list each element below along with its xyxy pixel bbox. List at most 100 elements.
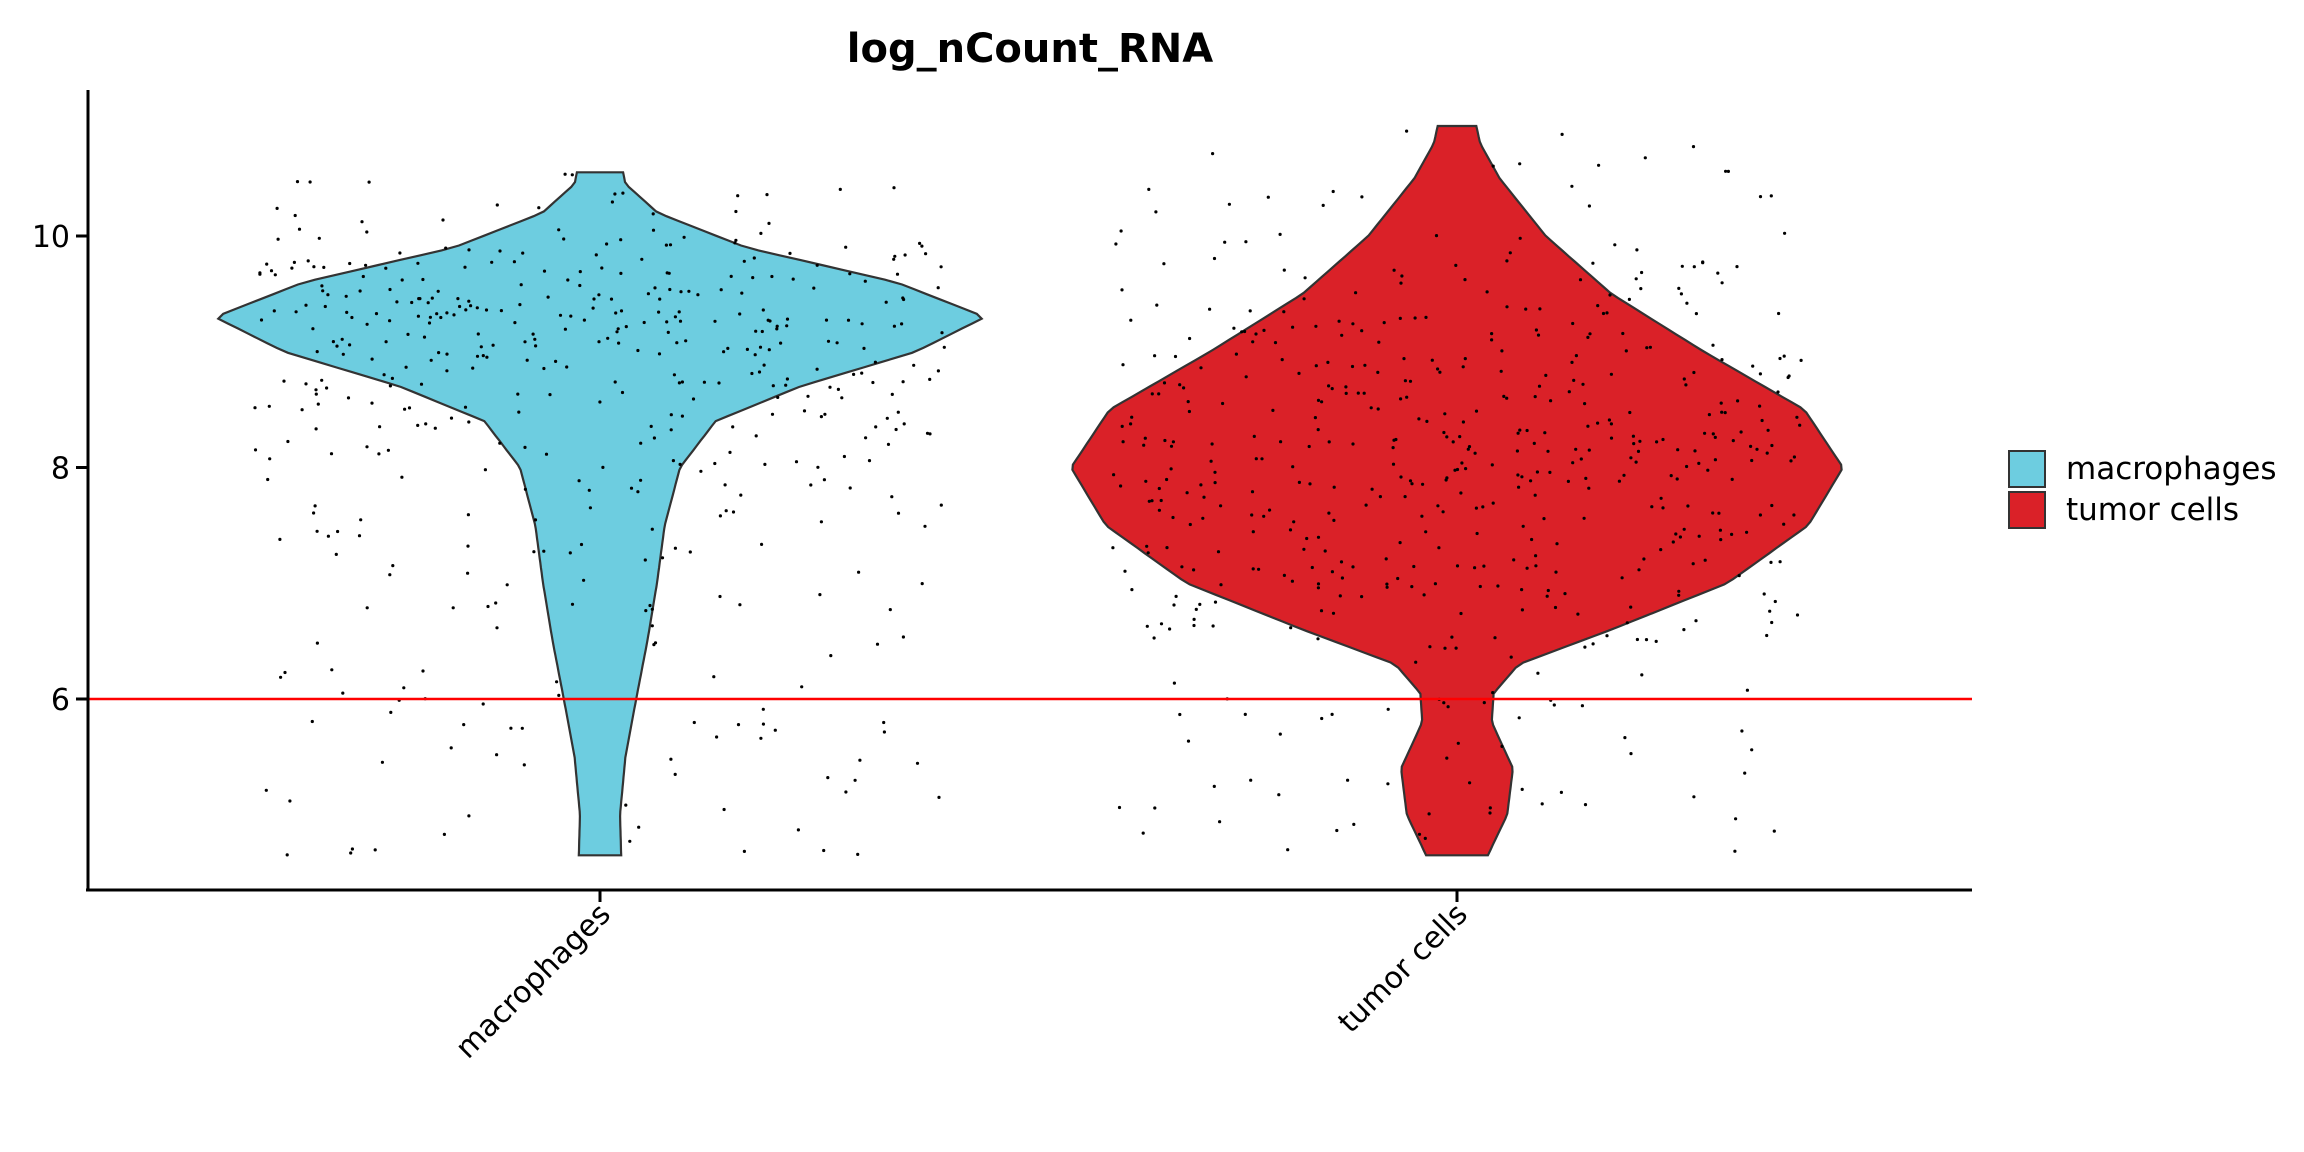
data-point: [1297, 480, 1301, 484]
data-point: [1570, 184, 1574, 188]
data-point: [1119, 484, 1123, 488]
data-point: [391, 564, 395, 568]
data-point: [1682, 377, 1686, 381]
data-point: [1423, 836, 1427, 841]
data-point: [1635, 248, 1639, 252]
data-point: [1620, 576, 1624, 580]
data-point: [784, 383, 788, 387]
data-point: [1129, 318, 1133, 322]
data-point: [675, 341, 679, 345]
data-point: [1168, 627, 1172, 631]
data-point: [1330, 570, 1334, 574]
data-point: [1155, 303, 1159, 307]
data-point: [346, 396, 351, 400]
data-point: [1574, 447, 1578, 451]
data-point: [421, 669, 425, 673]
data-point: [1286, 848, 1290, 852]
data-point: [479, 345, 483, 349]
data-point: [728, 450, 732, 454]
data-point: [1338, 594, 1342, 598]
data-point: [1153, 806, 1157, 810]
data-point: [1491, 164, 1495, 168]
data-point: [1529, 479, 1533, 483]
data-point: [1750, 458, 1754, 463]
data-point: [750, 371, 754, 376]
data-point: [1422, 593, 1426, 597]
data-point: [1636, 449, 1641, 453]
data-point: [532, 550, 536, 554]
data-point: [731, 510, 736, 514]
data-point: [1399, 281, 1403, 285]
data-point: [1319, 609, 1324, 613]
data-point: [1770, 503, 1774, 508]
data-point: [548, 393, 552, 397]
data-point: [266, 477, 270, 482]
data-point: [652, 436, 657, 440]
data-point: [1680, 264, 1684, 268]
data-point: [1249, 778, 1253, 782]
data-point: [1130, 415, 1134, 419]
data-point: [614, 311, 618, 315]
data-point: [467, 299, 471, 303]
data-point: [1463, 278, 1467, 282]
data-point: [1798, 423, 1802, 427]
data-point: [1169, 467, 1173, 471]
data-point: [1391, 462, 1396, 466]
data-point: [264, 788, 268, 792]
data-point: [893, 254, 897, 258]
data-point: [696, 293, 700, 297]
data-point: [320, 378, 324, 382]
data-point: [569, 314, 573, 318]
data-point: [279, 675, 283, 679]
data-point: [1553, 605, 1558, 610]
data-point: [1542, 517, 1546, 521]
data-point: [1194, 607, 1198, 612]
data-point: [557, 228, 561, 232]
data-point: [1760, 418, 1764, 423]
data-point: [1580, 704, 1584, 708]
data-point: [1735, 265, 1739, 269]
data-point: [1488, 811, 1492, 815]
data-point: [486, 604, 490, 609]
data-point: [923, 524, 927, 528]
data-point: [822, 478, 827, 482]
data-point: [520, 726, 524, 730]
data-point: [445, 352, 449, 356]
data-point: [433, 426, 437, 430]
data-point: [566, 278, 570, 282]
data-point: [452, 313, 456, 317]
data-point: [757, 370, 762, 374]
data-point: [1671, 540, 1675, 544]
data-point: [1405, 129, 1409, 133]
data-point: [937, 795, 941, 800]
data-point: [364, 263, 368, 267]
data-point: [1257, 567, 1261, 571]
data-point: [802, 409, 807, 413]
data-point: [495, 753, 499, 757]
data-point: [1157, 486, 1161, 491]
data-point: [350, 847, 354, 851]
data-point: [1308, 482, 1312, 486]
data-point: [388, 287, 392, 292]
data-point: [1165, 546, 1169, 550]
data-point: [687, 289, 691, 293]
data-point: [613, 380, 617, 384]
data-point: [785, 324, 789, 328]
data-point: [939, 503, 943, 507]
data-point: [419, 382, 424, 386]
data-point: [1787, 374, 1791, 378]
data-point: [1745, 530, 1749, 534]
data-point: [763, 462, 767, 466]
data-point: [1534, 328, 1538, 332]
data-point: [767, 221, 771, 225]
data-point: [1502, 394, 1506, 398]
data-point: [722, 807, 726, 812]
data-point: [796, 828, 801, 832]
data-point: [1198, 602, 1202, 607]
data-point: [885, 416, 889, 420]
data-point: [475, 354, 480, 358]
data-point: [691, 397, 696, 401]
data-point: [1180, 565, 1184, 569]
data-point: [785, 317, 790, 321]
data-point: [1518, 162, 1522, 166]
